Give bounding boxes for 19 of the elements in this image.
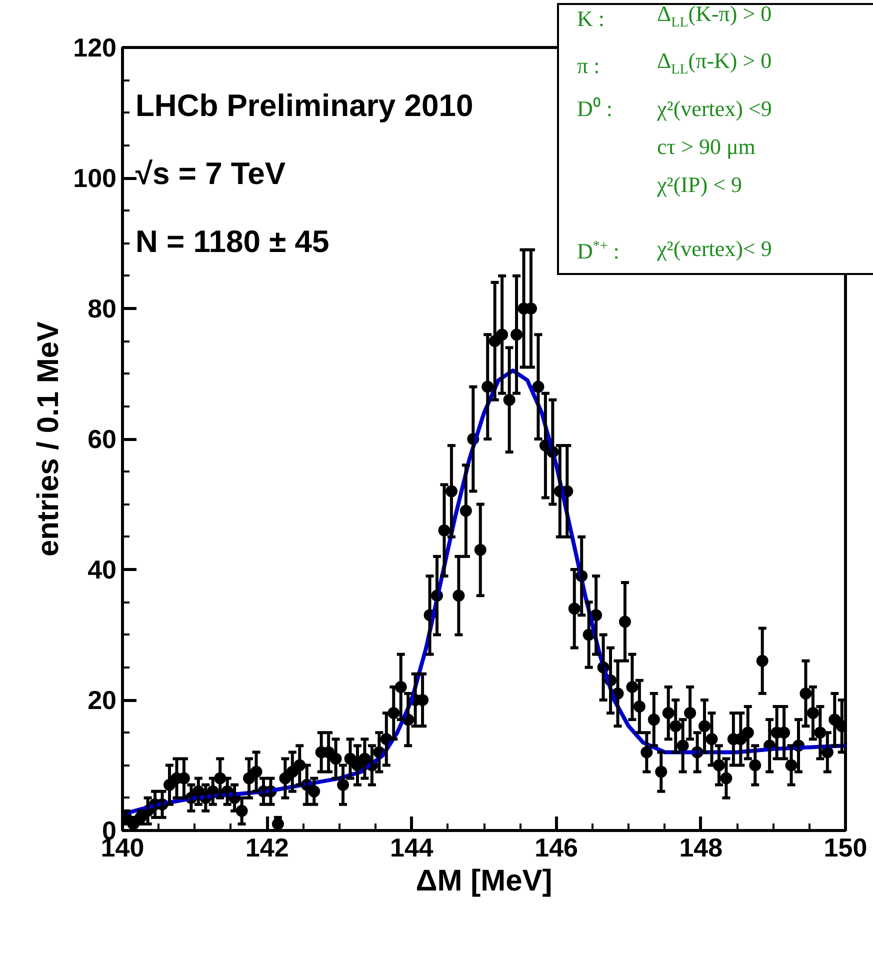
y-tick-label: 100 bbox=[73, 163, 117, 193]
x-tick-label: 146 bbox=[534, 832, 578, 862]
annotation: √s = 7 TeV bbox=[136, 156, 286, 191]
x-axis-title: ΔM [MeV] bbox=[416, 864, 552, 898]
x-tick-label: 148 bbox=[679, 832, 723, 862]
y-tick-label: 40 bbox=[88, 554, 116, 584]
y-tick-label: 120 bbox=[73, 32, 117, 62]
y-tick-label: 20 bbox=[88, 685, 116, 715]
text-box: K : Δ$_{LL}$(K-π) > 0 π : Δ$_{LL}$(π-K) > 0 D⁰ : χ²(vertex) <9 cτ > 90 μm χ²(IP) < 9 D$^{*+}$ : χ²(vertex)< 9 bbox=[557, 3, 873, 275]
y-axis-title: entries / 0.1 MeV bbox=[32, 321, 66, 557]
annotation: χ²(IP) < 9 bbox=[657, 170, 743, 199]
y-tick-label: 60 bbox=[88, 424, 116, 454]
x-tick-label: 150 bbox=[824, 832, 868, 862]
x-tick-label: 142 bbox=[245, 832, 289, 862]
annotation: N = 1180 ± 45 bbox=[136, 224, 330, 259]
annotation: cτ > 90 μm bbox=[657, 132, 756, 161]
annotation: LHCb Preliminary 2010 bbox=[136, 88, 474, 123]
y-tick-label: 80 bbox=[88, 294, 116, 324]
x-tick-label: 144 bbox=[390, 832, 434, 862]
